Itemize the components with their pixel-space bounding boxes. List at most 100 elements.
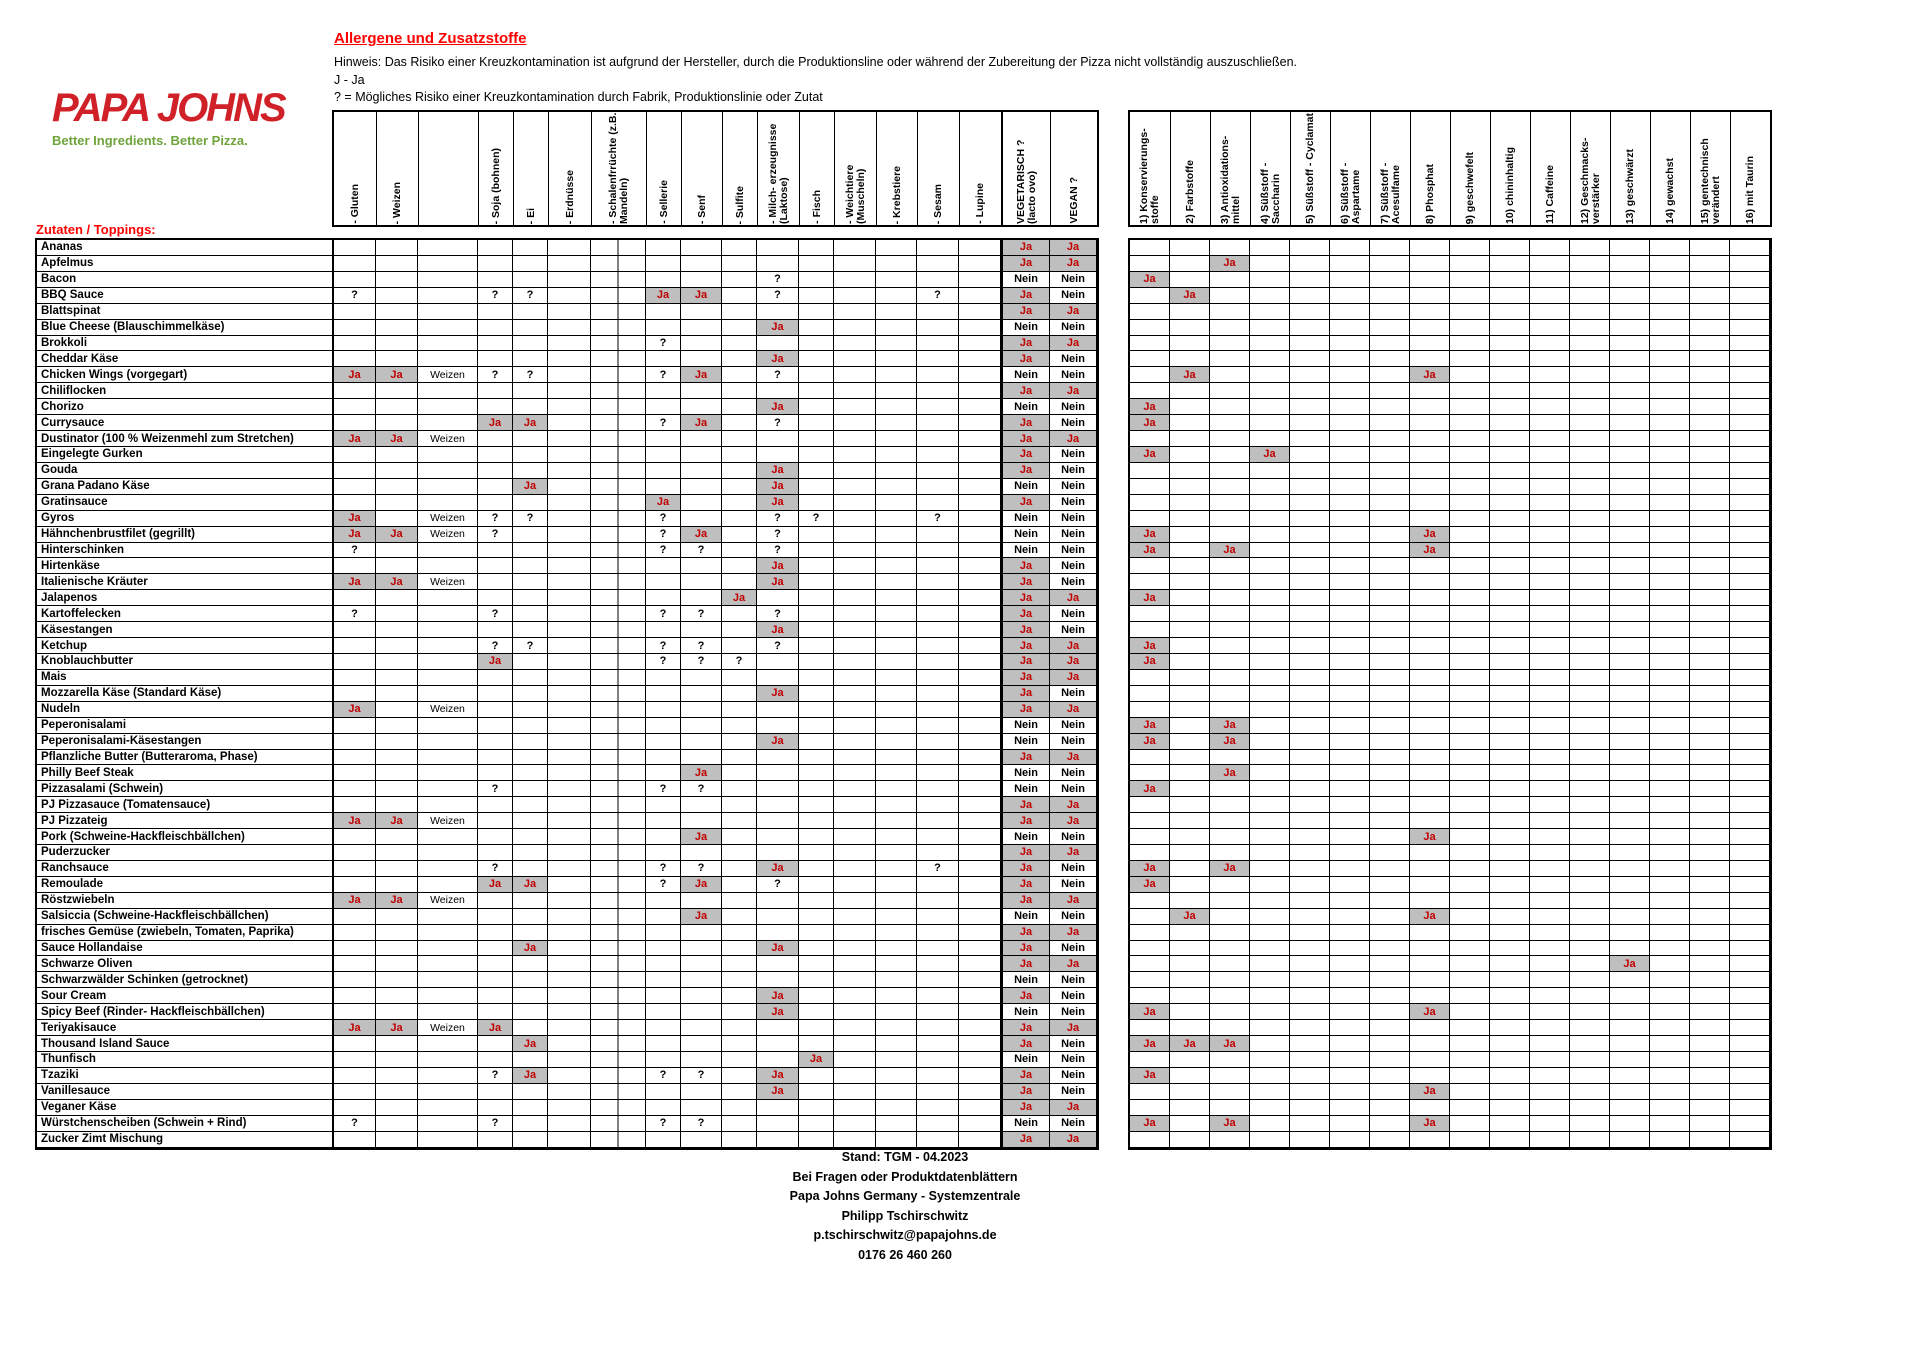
allergen-cell-sesam [917,1131,959,1148]
ingredient-name: PJ Pizzateig [37,813,334,830]
column-header-label: - Weizen [391,181,403,224]
allergen-cell-weizen_art [418,1052,478,1068]
additive-cell-cyclamat [1290,1099,1330,1116]
additive-cell-gewachst [1650,845,1690,861]
additive-cell-phosphat [1410,685,1450,702]
additive-cell-caffeine [1530,860,1570,877]
additive-cell-acesulfame [1370,829,1410,846]
vegetarisch-cell: Ja [1001,940,1050,957]
additive-cell-antiox [1210,940,1250,957]
additive-cell-cyclamat [1290,669,1330,686]
vegetarisch-cell: Ja [1001,431,1050,447]
allergen-cell-gluten: ? [334,542,376,559]
allergen-cell-gluten [334,399,376,416]
ingredient-name: Hinterschinken [37,542,334,559]
allergen-cell-ei [513,335,548,352]
column-header-label: - Lupine [974,183,986,224]
allergen-cell-sesam [917,1115,959,1132]
column-header-label: 15) gentechnisch verändert [1698,138,1722,224]
additive-cell-geschwefelt [1450,956,1490,973]
allergen-cell-senf [681,494,722,511]
additive-cell-chinin [1490,860,1530,877]
allergen-cell-weichtiere [834,781,876,798]
additive-cell-chinin [1490,749,1530,766]
allergen-cell-soja [478,717,513,734]
additive-cell-cyclamat [1290,972,1330,989]
allergen-cell-soja [478,892,513,909]
allergen-cell-krebstiere [876,701,917,718]
allergen-cell-schalenfruechte [591,1083,646,1100]
additive-cell-geschmack [1570,240,1610,256]
allergen-cell-sulfite [722,908,757,925]
ingredient-name: Veganer Käse [37,1099,334,1116]
additive-cell-aspartame [1330,1099,1370,1116]
allergen-cell-senf [681,1052,722,1068]
allergen-cell-weizen_art [418,399,478,416]
additive-cell-geschwaerzt [1610,319,1650,336]
allergen-cell-weizen_art: Weizen [418,1020,478,1037]
additive-cell-gentechnik [1690,622,1730,639]
additive-cell-antiox [1210,494,1250,511]
additive-cell-saccharin [1250,733,1290,750]
allergen-cell-sellerie: ? [646,876,681,893]
vegan-cell: Ja [1050,653,1097,670]
allergen-cell-weichtiere [834,319,876,336]
additive-cell-gewachst [1650,558,1690,575]
additive-cell-chinin [1490,1036,1530,1053]
additive-cell-caffeine [1530,255,1570,272]
additive-cell-geschwaerzt [1610,765,1650,782]
allergen-cell-erdnuesse [548,813,591,830]
additive-cell-cyclamat [1290,924,1330,941]
allergen-cell-ei [513,1131,548,1148]
allergen-cell-schalenfruechte [591,606,646,623]
allergen-cell-senf [681,813,722,830]
additive-cell-chinin [1490,845,1530,861]
allergen-cell-senf [681,1083,722,1100]
additive-cell-geschmack [1570,1020,1610,1037]
allergen-cell-krebstiere [876,526,917,543]
allergen-cell-sesam [917,908,959,925]
additive-cell-geschwefelt [1450,526,1490,543]
additive-cell-kons [1130,892,1170,909]
additive-cell-saccharin [1250,510,1290,527]
additive-cell-cyclamat [1290,1020,1330,1037]
additive-cell-kons [1130,1083,1170,1100]
additive-cell-kons [1130,669,1170,686]
additive-cell-geschwaerzt [1610,924,1650,941]
vegan-cell: Nein [1050,1004,1097,1021]
additive-cell-geschwefelt [1450,383,1490,400]
column-header-vegetarisch: VEGETARISCH ? (lacto ovo) [1001,112,1050,225]
allergen-cell-sulfite [722,287,757,304]
allergen-cell-schalenfruechte [591,542,646,559]
allergen-cell-lupine [959,287,1001,304]
additive-cell-gewachst [1650,255,1690,272]
additive-cell-caffeine [1530,845,1570,861]
allergen-cell-schalenfruechte [591,685,646,702]
additive-cell-caffeine [1530,494,1570,511]
additive-cell-kons [1130,510,1170,527]
allergen-cell-lupine [959,765,1001,782]
allergen-cell-weizen: Ja [376,526,418,543]
additive-cell-cyclamat [1290,542,1330,559]
additive-cell-phosphat [1410,860,1450,877]
allergen-cell-weizen [376,1099,418,1116]
additive-cell-gentechnik [1690,988,1730,1005]
additive-cell-geschmack [1570,685,1610,702]
allergen-cell-soja [478,431,513,447]
allergen-cell-weichtiere [834,638,876,654]
ingredient-name: Thunfisch [37,1052,334,1068]
allergen-cell-schalenfruechte [591,701,646,718]
allergen-cell-lupine [959,367,1001,384]
additive-cell-gentechnik [1690,781,1730,798]
allergen-cell-weizen_art [418,956,478,973]
additive-cell-gewachst [1650,1067,1690,1084]
allergen-cell-erdnuesse [548,685,591,702]
allergen-cell-fisch [799,558,834,575]
additive-cell-antiox [1210,303,1250,320]
additive-cell-aspartame [1330,1067,1370,1084]
allergen-cell-senf [681,622,722,639]
allergen-cell-milch [757,701,799,718]
allergen-cell-weizen_art [418,733,478,750]
column-header-label: - Milch- erzeugnisse (Laktose) [766,123,790,224]
additive-cell-geschwefelt [1450,1052,1490,1068]
